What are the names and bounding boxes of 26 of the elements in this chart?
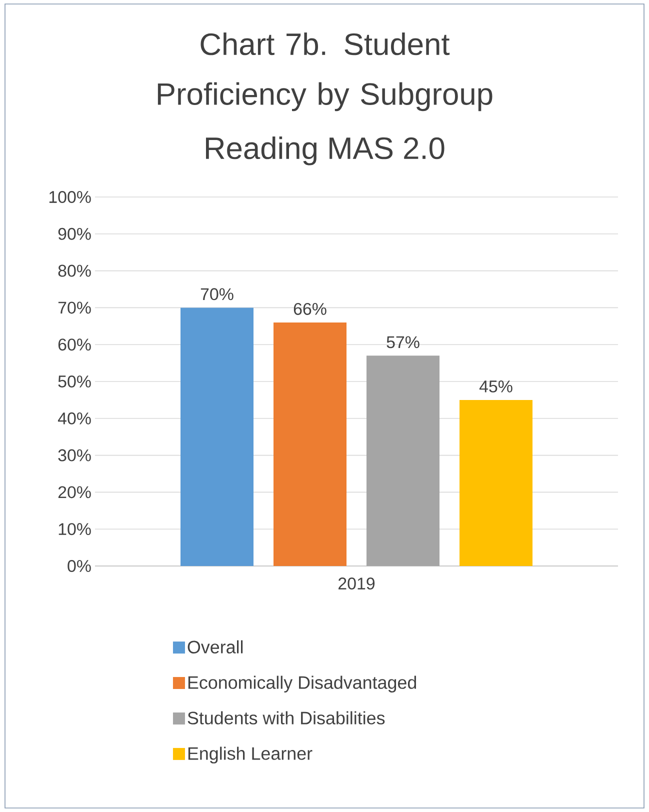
legend-label: Economically Disadvantaged [188, 676, 416, 692]
y-tick-label: 70% [58, 302, 91, 314]
legend-label: Students with Disabilities [188, 711, 385, 724]
x-tick-label: 2019 [338, 578, 375, 590]
data-label: 70% [200, 288, 234, 300]
y-tick-label: 30% [58, 449, 91, 462]
legend-label: English Learner [188, 746, 312, 764]
data-label: 45% [479, 380, 512, 392]
bar [180, 308, 254, 566]
bar [460, 400, 533, 566]
y-tick-label: 10% [58, 523, 91, 536]
data-label: 57% [386, 336, 420, 348]
y-tick-label: 20% [58, 486, 91, 498]
bar [274, 322, 347, 566]
chart-subtitle: Reading MAS 2.0 [206, 136, 444, 166]
y-tick-label: 90% [58, 228, 91, 240]
data-label: 66% [294, 302, 326, 315]
y-tick-label: 0% [68, 560, 91, 572]
chart-title: Chart 7b. Student Proficiency by Subgroup [158, 32, 492, 112]
bar [366, 356, 440, 566]
y-tick-label: 60% [58, 338, 91, 351]
y-tick-label: 50% [58, 376, 91, 388]
y-tick-label: 100% [49, 191, 91, 203]
y-tick-label: 40% [58, 412, 91, 424]
y-tick-label: 80% [58, 264, 91, 277]
legend-label: Overall [188, 640, 243, 654]
